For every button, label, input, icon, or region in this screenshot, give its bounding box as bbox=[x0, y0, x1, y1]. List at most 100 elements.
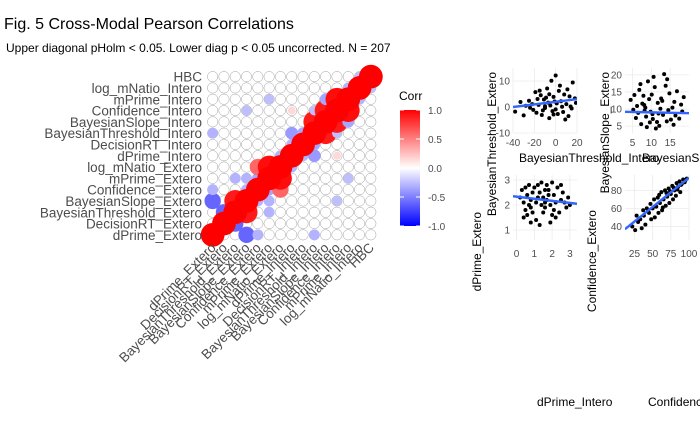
grid-circle bbox=[275, 218, 286, 230]
grid-circle bbox=[207, 82, 219, 94]
fit-line bbox=[513, 98, 577, 109]
data-point bbox=[523, 208, 528, 212]
data-point bbox=[644, 114, 649, 119]
y-label-bayesianslope-extero: BayesianSlope_Extero bbox=[65, 194, 202, 209]
grid-circle bbox=[229, 71, 241, 83]
corr-dot bbox=[207, 184, 219, 196]
grid-circle bbox=[331, 229, 343, 241]
grid-circle bbox=[207, 105, 219, 117]
data-point bbox=[521, 215, 526, 220]
data-point bbox=[570, 80, 575, 85]
grid-circle bbox=[275, 82, 286, 94]
grid-circle bbox=[275, 206, 286, 218]
grid-circle bbox=[365, 127, 377, 139]
data-point bbox=[527, 98, 531, 103]
grid-circle bbox=[241, 71, 253, 83]
y-tick-label: 15 bbox=[611, 87, 623, 98]
grid-circle bbox=[218, 116, 230, 128]
data-point bbox=[537, 223, 542, 227]
grid-circle bbox=[263, 82, 275, 94]
y-axis-title: Confidence_Extero bbox=[585, 210, 599, 312]
legend-tick-label: 0.5 bbox=[428, 135, 442, 146]
y-label-hbc: HBC bbox=[173, 70, 202, 85]
grid-circle bbox=[354, 206, 365, 218]
data-point bbox=[663, 83, 668, 88]
y-label-log-mnatio-extero: log_mNatio_Extero bbox=[87, 160, 202, 175]
legend-tick-label: -1.0 bbox=[428, 222, 446, 233]
data-point bbox=[569, 106, 574, 111]
grid-circle bbox=[342, 139, 354, 150]
scatter-panel-4: 25 50 75 100 80 60 40 Confidence_Intero Confiden… bbox=[585, 175, 700, 409]
grid-circle bbox=[275, 127, 286, 139]
grid-circle bbox=[229, 127, 241, 139]
grid-circle bbox=[342, 195, 354, 207]
grid-circle bbox=[275, 229, 286, 241]
grid-circle bbox=[275, 105, 286, 117]
data-point bbox=[673, 193, 678, 198]
grid-circle bbox=[320, 229, 332, 241]
grid-circle bbox=[308, 71, 320, 83]
y-tick-label: 60 bbox=[611, 204, 623, 215]
grid-circle bbox=[320, 150, 332, 162]
grid-circle bbox=[342, 184, 354, 196]
y-axis-title: dPrime_Extero bbox=[470, 212, 484, 292]
data-point bbox=[513, 109, 518, 114]
y-tick-label: 3 bbox=[504, 176, 510, 187]
data-point bbox=[518, 100, 523, 105]
grid-circle bbox=[263, 229, 275, 241]
x-tick-label: -40 bbox=[506, 138, 521, 149]
grid-circle bbox=[342, 218, 354, 230]
grid-circle bbox=[297, 82, 309, 94]
data-point bbox=[638, 82, 643, 87]
data-point bbox=[535, 183, 540, 187]
data-point bbox=[647, 97, 652, 102]
data-point bbox=[645, 79, 650, 84]
grid-circle bbox=[297, 229, 309, 241]
data-point bbox=[628, 97, 633, 102]
y-tick-label: 10 bbox=[611, 105, 623, 116]
grid-circle bbox=[286, 206, 298, 218]
x-tick-label: 0 bbox=[514, 249, 520, 260]
data-point bbox=[633, 228, 638, 233]
grid-circle bbox=[229, 82, 241, 94]
grid-circle bbox=[207, 93, 219, 105]
grid-circle bbox=[365, 93, 377, 105]
data-point bbox=[527, 183, 531, 187]
data-point bbox=[525, 213, 530, 217]
grid-circle bbox=[320, 172, 332, 184]
grid-circle bbox=[342, 229, 354, 241]
y-axis-title: BayesianThreshold_Extero bbox=[485, 72, 499, 216]
grid-circle bbox=[252, 93, 264, 105]
grid-circle bbox=[320, 71, 332, 83]
data-point bbox=[530, 190, 535, 195]
data-point bbox=[535, 96, 540, 101]
data-point bbox=[648, 201, 653, 206]
grid-circle bbox=[342, 71, 354, 83]
grid-circle bbox=[218, 150, 230, 162]
data-point bbox=[679, 102, 684, 107]
y-label-decisionrt-extero: DecisionRT_Extero bbox=[86, 217, 202, 232]
data-point bbox=[548, 203, 553, 207]
y-label-mprime-intero: mPrime_Intero bbox=[113, 92, 202, 107]
data-point bbox=[656, 210, 661, 215]
grid-circle bbox=[263, 127, 275, 139]
grid-circle bbox=[320, 161, 332, 173]
grid-circle bbox=[354, 150, 365, 162]
scatter-panel-2: 5 10 15 20 15 10 5 BayesianSlope_Intero Bayesian… bbox=[598, 68, 700, 193]
grid-circle bbox=[241, 82, 253, 94]
scatter-panel-1: -40 -20 0 20100-10BayesianThreshold_InteroB… bbox=[485, 68, 659, 216]
grid-circle bbox=[252, 218, 264, 230]
data-point bbox=[665, 77, 670, 82]
y-tick-label: 10 bbox=[499, 77, 511, 88]
data-point bbox=[544, 183, 549, 187]
legend-colorbar bbox=[400, 110, 420, 226]
corr-dot bbox=[287, 106, 296, 115]
data-point bbox=[543, 200, 547, 205]
x-tick-label: 100 bbox=[681, 249, 698, 260]
grid-circle bbox=[297, 71, 309, 83]
grid-circle bbox=[331, 150, 343, 162]
grid-circle bbox=[297, 93, 309, 105]
grid-circle bbox=[218, 71, 230, 83]
x-tick-label: 75 bbox=[665, 249, 677, 260]
grid-circle bbox=[331, 206, 343, 218]
